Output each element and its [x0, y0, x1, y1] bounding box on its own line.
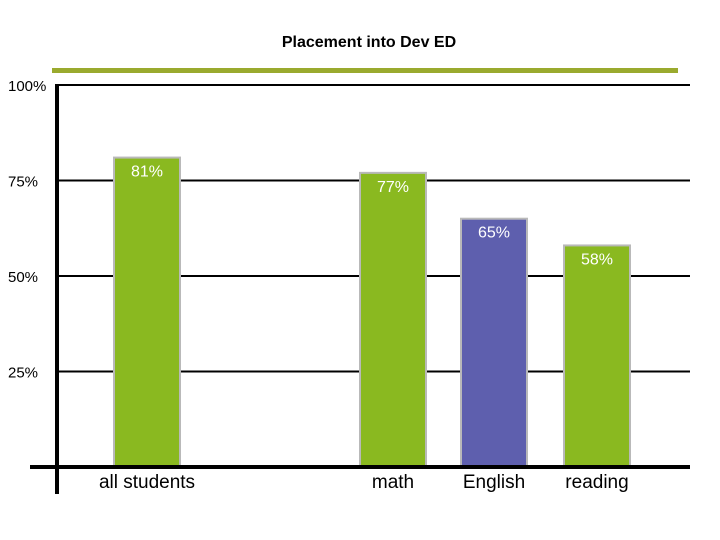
- y-tick-label: 50%: [8, 269, 38, 286]
- bar-all-students: [113, 156, 181, 469]
- category-label: all students: [99, 472, 195, 493]
- y-axis-line: [55, 84, 59, 494]
- bar-english: [460, 217, 528, 468]
- bar-math: [359, 171, 427, 469]
- category-label: English: [463, 472, 525, 493]
- value-labels: 81% 77% 65% 58%: [131, 164, 613, 269]
- value-label: 77%: [377, 179, 409, 196]
- x-axis-line: [30, 465, 690, 469]
- category-label: math: [372, 472, 414, 493]
- bars: [113, 156, 631, 469]
- y-tick-label: 100%: [8, 78, 46, 95]
- bar-reading: [563, 244, 631, 468]
- chart-title: Placement into Dev ED: [282, 34, 456, 51]
- category-labels: all students math English reading: [99, 472, 629, 493]
- value-label: 81%: [131, 164, 163, 181]
- title-accent-bar: [52, 68, 678, 73]
- value-label: 58%: [581, 251, 613, 268]
- category-label: reading: [565, 472, 628, 493]
- value-label: 65%: [478, 225, 510, 242]
- y-tick-label: 25%: [8, 365, 38, 382]
- y-tick-labels: 100% 75% 50% 25%: [8, 78, 46, 382]
- y-tick-label: 75%: [8, 174, 38, 191]
